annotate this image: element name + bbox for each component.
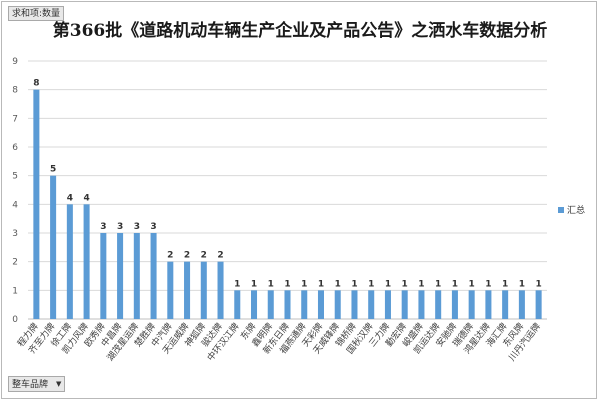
bar <box>318 290 324 319</box>
data-label: 1 <box>452 279 458 289</box>
data-label: 1 <box>435 279 441 289</box>
bar <box>151 233 157 319</box>
bar <box>469 290 475 319</box>
bar <box>485 290 491 319</box>
data-label: 1 <box>368 279 374 289</box>
bar <box>84 204 90 319</box>
data-label: 1 <box>418 279 424 289</box>
legend: 汇总 <box>558 203 585 216</box>
data-label: 3 <box>100 222 106 232</box>
row-field-button[interactable]: 整车品牌 ▼ <box>8 376 65 392</box>
data-label: 1 <box>268 279 274 289</box>
data-label: 1 <box>284 279 290 289</box>
y-tick-label: 1 <box>12 286 18 296</box>
data-label: 3 <box>117 222 123 232</box>
bar <box>167 262 173 319</box>
data-label: 1 <box>485 279 491 289</box>
data-label: 2 <box>167 251 173 261</box>
data-label: 1 <box>318 279 324 289</box>
bar <box>335 290 341 319</box>
bar <box>402 290 408 319</box>
data-label: 5 <box>50 165 56 175</box>
data-label: 1 <box>251 279 257 289</box>
data-label: 3 <box>150 222 156 232</box>
y-tick-label: 8 <box>12 86 18 96</box>
bar <box>301 290 307 319</box>
data-label: 1 <box>335 279 341 289</box>
bar <box>268 290 274 319</box>
bar <box>351 290 357 319</box>
y-tick-label: 2 <box>12 258 18 268</box>
data-label: 1 <box>351 279 357 289</box>
bar <box>536 290 542 319</box>
bar <box>368 290 374 319</box>
data-label: 4 <box>83 193 89 203</box>
data-label: 1 <box>469 279 475 289</box>
data-label: 1 <box>402 279 408 289</box>
bar <box>502 290 508 319</box>
bar <box>234 290 240 319</box>
data-label: 8 <box>33 79 39 89</box>
data-label: 1 <box>234 279 240 289</box>
data-label: 1 <box>519 279 525 289</box>
bar <box>184 262 190 319</box>
y-tick-label: 4 <box>12 200 18 210</box>
y-tick-label: 3 <box>12 229 18 239</box>
data-label: 1 <box>301 279 307 289</box>
bar <box>218 262 224 319</box>
data-label: 1 <box>535 279 541 289</box>
bar <box>67 204 73 319</box>
bar <box>33 90 39 319</box>
bar <box>100 233 106 319</box>
data-label: 1 <box>502 279 508 289</box>
bar <box>134 233 140 319</box>
bar <box>418 290 424 319</box>
y-tick-label: 9 <box>12 57 18 67</box>
y-tick-label: 7 <box>12 114 18 124</box>
y-tick-label: 0 <box>12 315 18 325</box>
legend-label: 汇总 <box>567 206 585 216</box>
y-tick-label: 5 <box>12 172 18 182</box>
bar <box>117 233 123 319</box>
y-tick-label: 6 <box>12 143 18 153</box>
row-field-label: 整车品牌 <box>12 380 48 390</box>
data-label: 2 <box>201 251 207 261</box>
data-label: 2 <box>217 251 223 261</box>
bar <box>452 290 458 319</box>
data-label: 4 <box>67 193 73 203</box>
data-label: 2 <box>184 251 190 261</box>
bar <box>201 262 207 319</box>
dropdown-arrow-icon: ▼ <box>56 378 61 390</box>
bar <box>385 290 391 319</box>
bar <box>50 176 56 319</box>
bar <box>519 290 525 319</box>
bar <box>435 290 441 319</box>
bar <box>284 290 290 319</box>
bar <box>251 290 257 319</box>
legend-swatch <box>558 207 564 213</box>
data-label: 1 <box>385 279 391 289</box>
data-label: 3 <box>134 222 140 232</box>
